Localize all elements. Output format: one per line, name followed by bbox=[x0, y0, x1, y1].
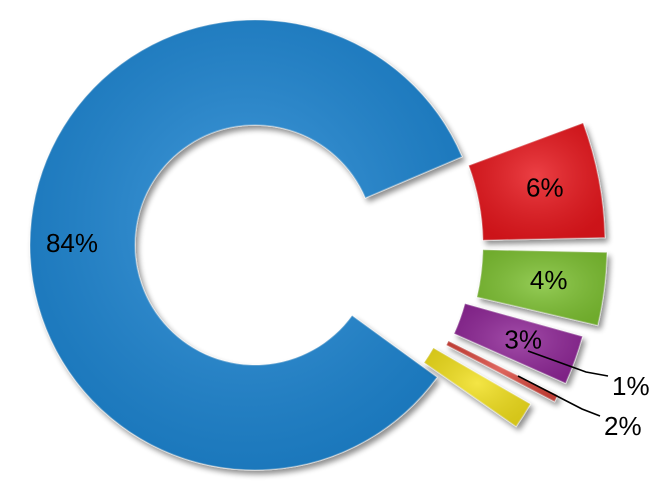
slice-shine-4 bbox=[446, 341, 558, 402]
slice-shine-5 bbox=[424, 348, 531, 427]
slice-shine-1 bbox=[468, 122, 605, 241]
slice-shine-3 bbox=[454, 303, 583, 384]
data-label-4: 1% bbox=[612, 371, 650, 401]
data-label-1: 6% bbox=[526, 173, 564, 203]
data-label-3: 3% bbox=[504, 324, 542, 354]
slice-shine-0 bbox=[30, 19, 462, 470]
data-label-5: 2% bbox=[604, 411, 642, 441]
slice-shine-2 bbox=[476, 249, 607, 326]
leader-line-5 bbox=[517, 375, 601, 417]
data-label-2: 4% bbox=[530, 265, 568, 295]
data-label-0: 84% bbox=[46, 228, 98, 258]
leader-line-4 bbox=[527, 350, 609, 377]
